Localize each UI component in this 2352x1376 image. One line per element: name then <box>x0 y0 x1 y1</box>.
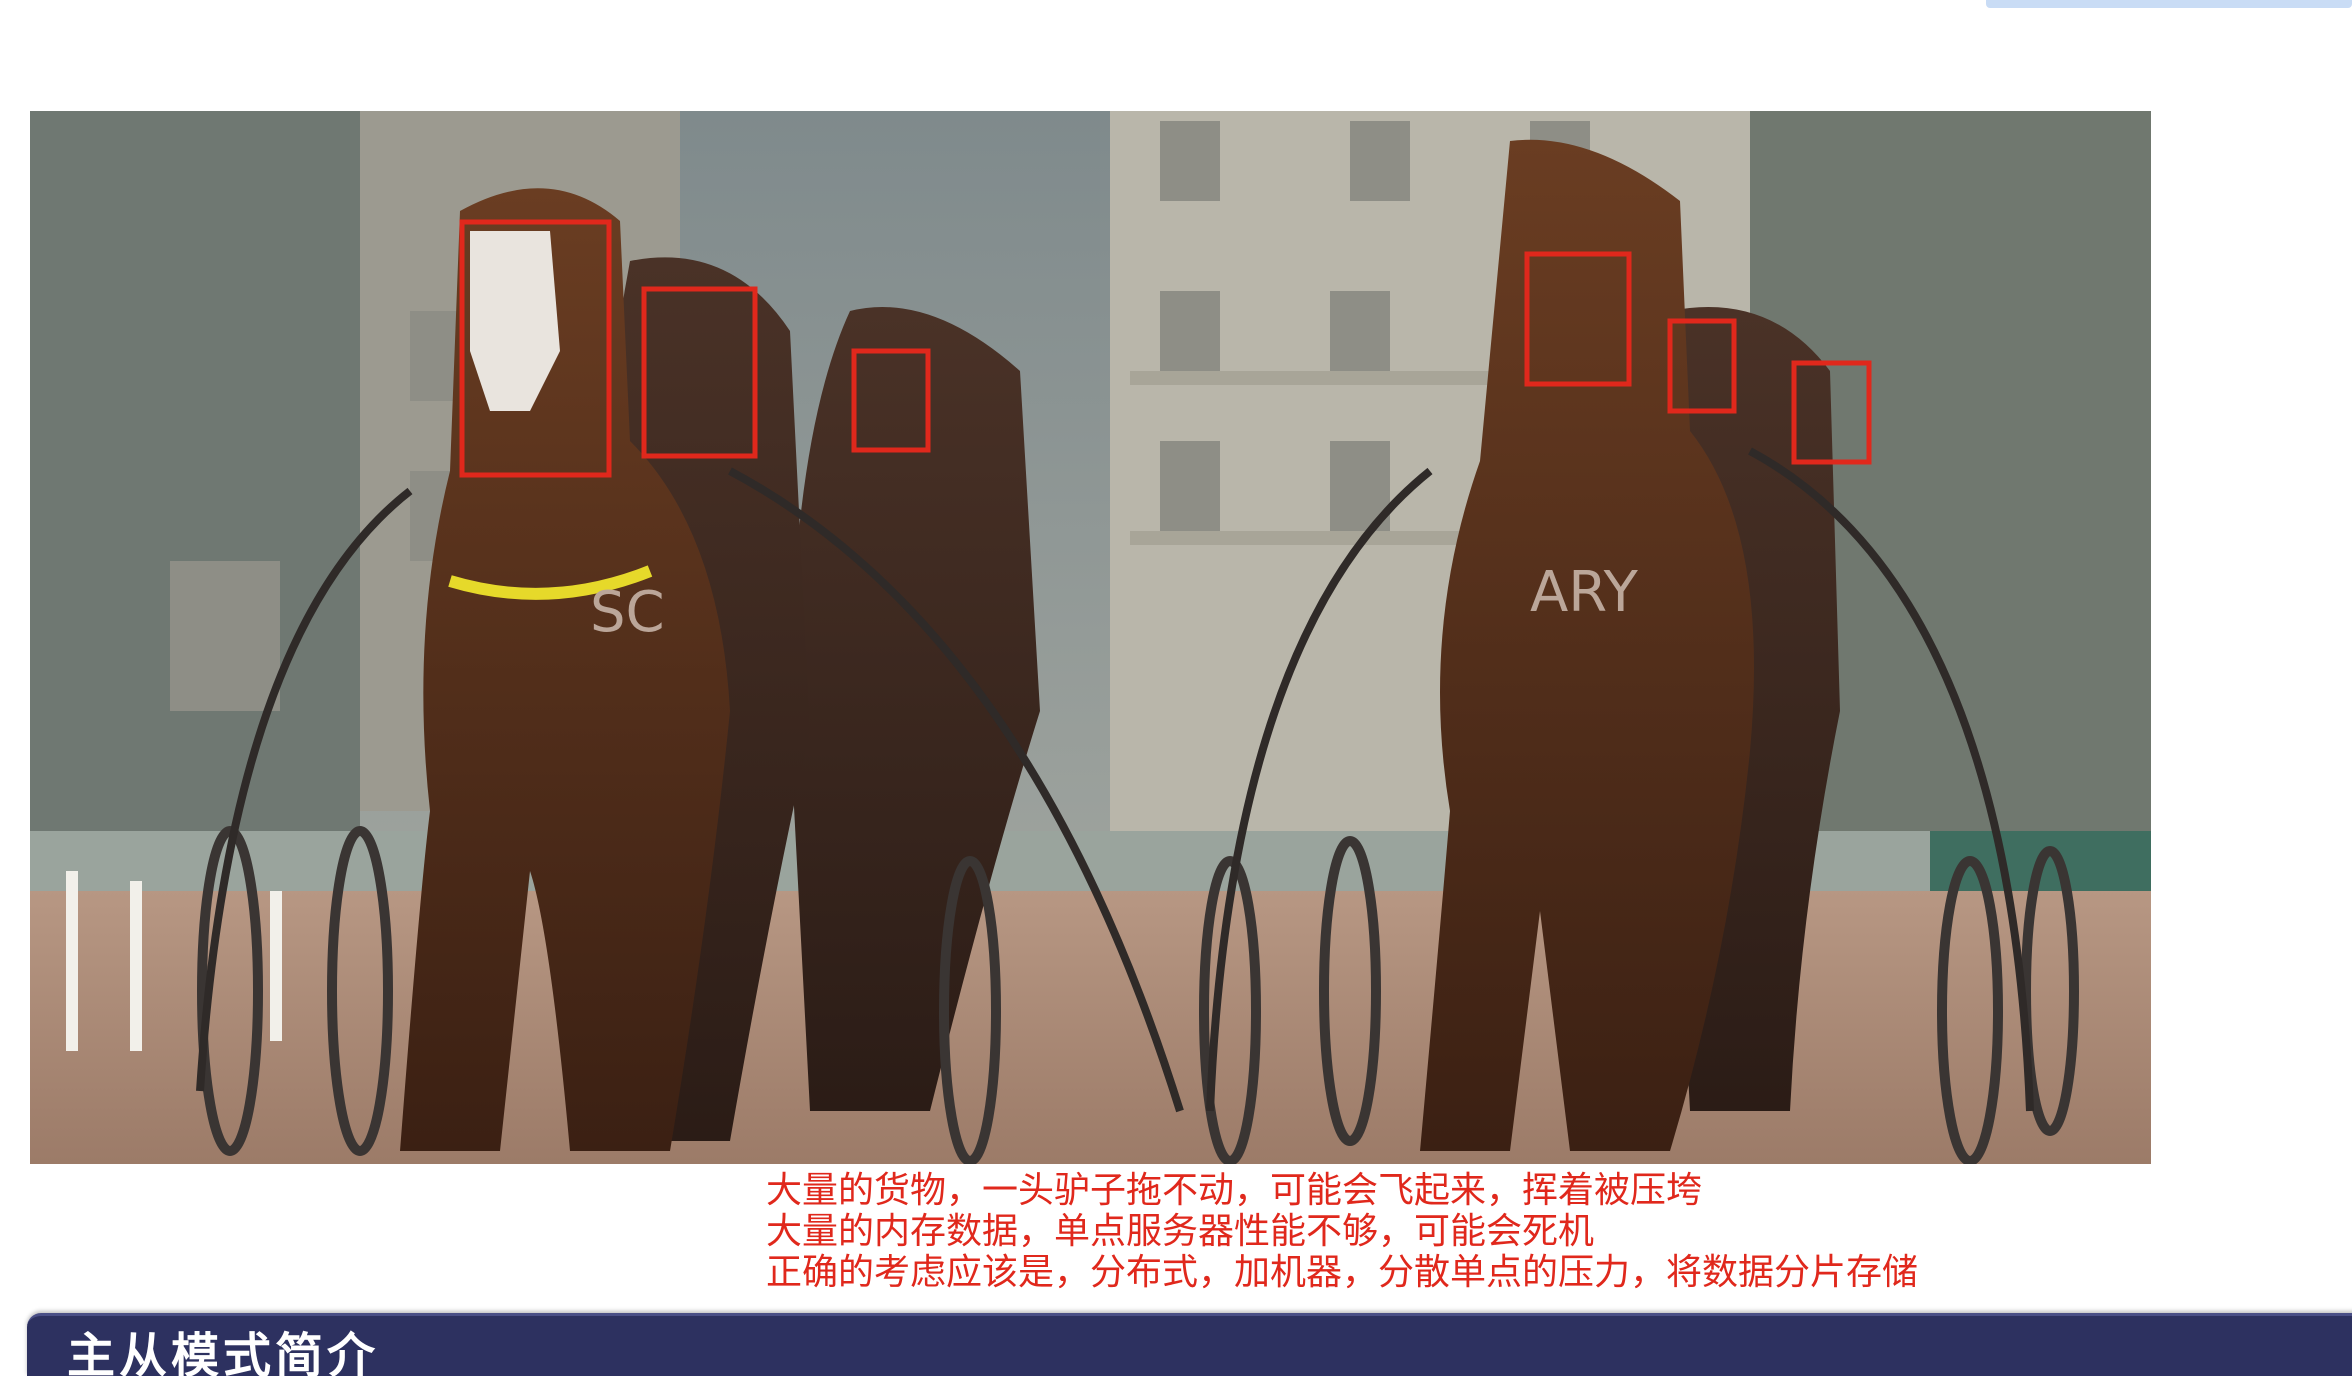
caption-line: 大量的内存数据，单点服务器性能不够，可能会死机 <box>766 1211 1595 1252</box>
sulky-wheels <box>197 826 2079 1164</box>
head-box <box>1667 318 1737 414</box>
rail-posts <box>66 871 282 1051</box>
harness-racing-photo: SC ARY <box>30 111 2151 1164</box>
caption-line: 正确的考虑应该是，分布式，加机器，分散单点的压力，将数据分片存储 <box>766 1252 1919 1293</box>
horse-blaze <box>470 231 560 411</box>
caption-line: 大量的货物，一头驴子拖不动，可能会飞起来，挥着被压垮 <box>766 1170 1703 1211</box>
sulky-shafts <box>196 447 2034 1113</box>
yellow-strap <box>448 565 653 600</box>
saddle-cloth-text-right: ARY <box>1530 560 1639 625</box>
head-box <box>1791 360 1872 465</box>
saddle-cloth-text-left: SC <box>590 580 665 645</box>
section-title-bar: 主从模式简介 <box>27 1313 2352 1376</box>
tree-left <box>30 111 360 871</box>
caption-text: 大量的货物，一头驴子拖不动，可能会飞起来，挥着被压垮 大量的内存数据，单点服务器… <box>766 1170 1918 1293</box>
horse-front-left <box>400 188 730 1152</box>
head-box <box>1524 251 1632 387</box>
section-title: 主从模式简介 <box>67 1328 380 1376</box>
top-accent-bar <box>1986 0 2352 8</box>
photo-illustration: SC ARY <box>30 111 2151 1164</box>
annotation-boxes <box>459 219 1872 478</box>
head-box <box>641 286 758 459</box>
head-box <box>851 348 931 453</box>
head-box <box>459 219 612 478</box>
horse-back-left <box>790 307 1040 1111</box>
